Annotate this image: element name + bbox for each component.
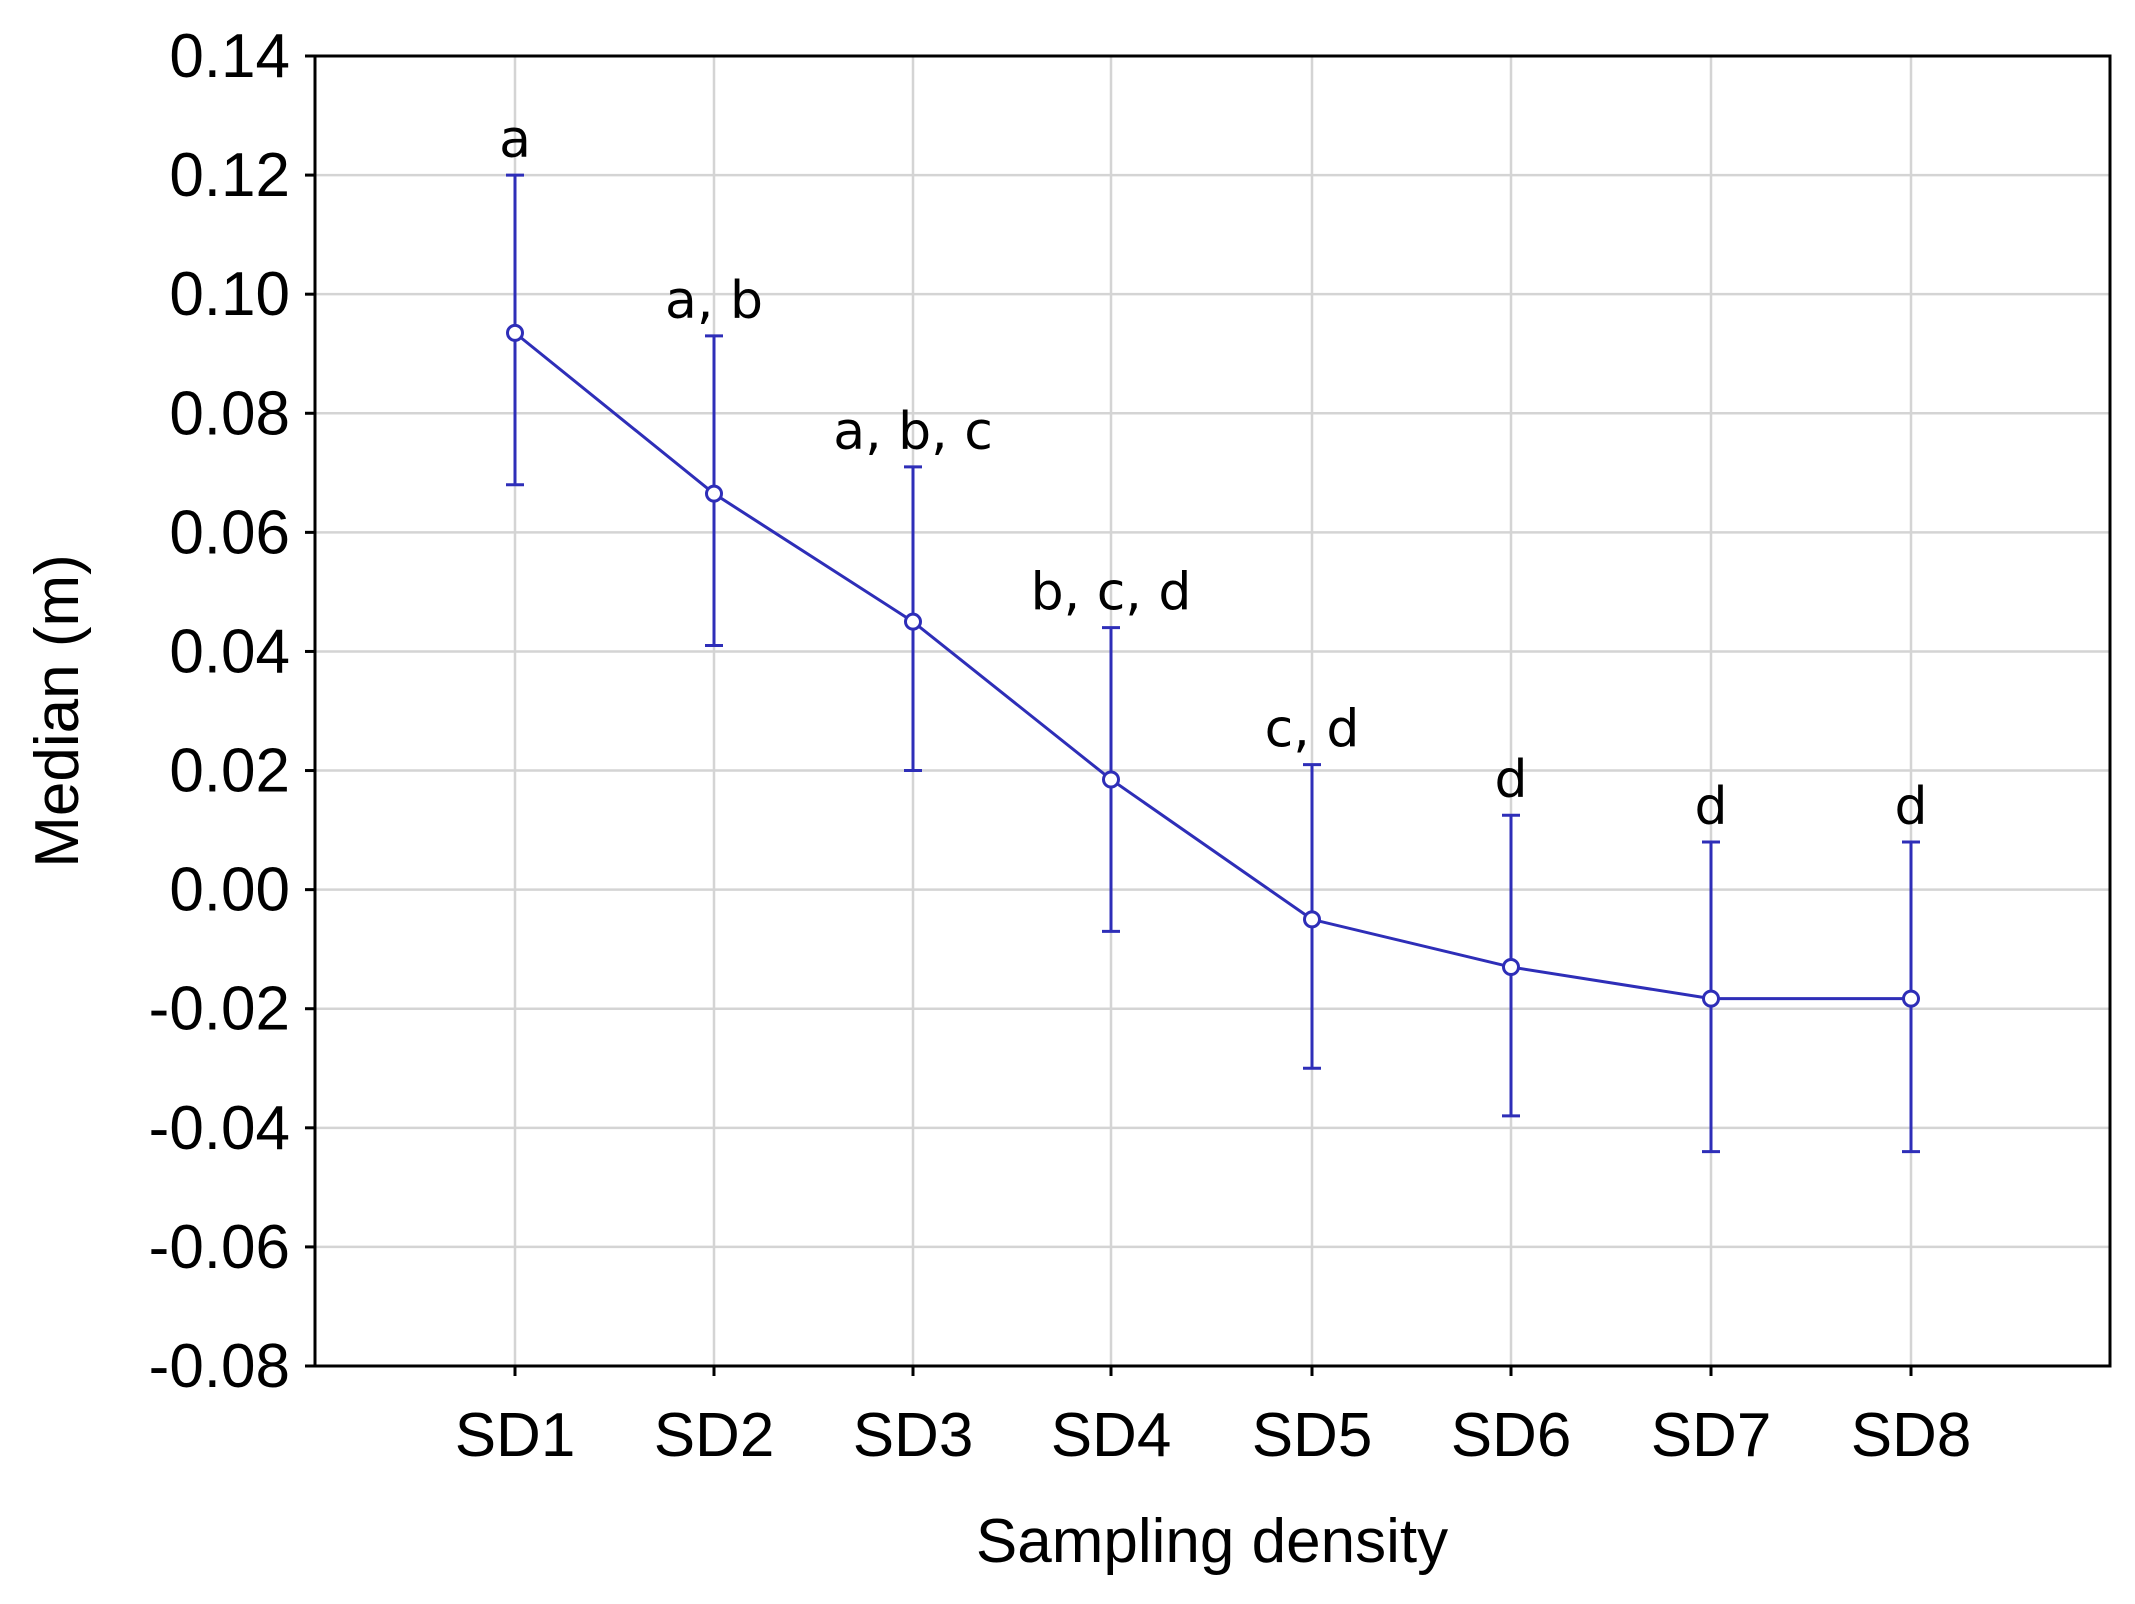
y-tick-label: -0.06: [149, 1213, 290, 1282]
x-axis-title: Sampling density: [976, 1507, 1448, 1576]
data-point: [1702, 989, 1720, 1008]
y-tick-label: 0.12: [169, 141, 290, 210]
y-tick-label: -0.02: [149, 975, 290, 1044]
significance-label: c, d: [1265, 700, 1360, 760]
y-tick-label: -0.08: [149, 1332, 290, 1401]
x-tick-label: SD6: [1451, 1401, 1572, 1470]
y-tick-label: 0.06: [169, 498, 290, 567]
y-tick-label: 0.04: [169, 617, 290, 686]
significance-label: d: [1894, 777, 1927, 837]
data-point: [1303, 910, 1321, 929]
y-tick-label: -0.04: [149, 1094, 290, 1163]
grid: [315, 56, 2110, 1366]
significance-label: a: [499, 110, 531, 170]
series-line: [514, 331, 1911, 1001]
data-point: [506, 323, 524, 342]
x-tick-label: SD1: [455, 1401, 576, 1470]
y-tick-label: 0.00: [169, 856, 290, 925]
y-tick-label: 0.08: [169, 379, 290, 448]
significance-label: d: [1694, 777, 1727, 837]
significance-label: a, b: [665, 271, 763, 331]
data-point: [1902, 989, 1920, 1008]
data-point: [705, 484, 723, 503]
data-point: [1102, 770, 1120, 789]
y-axis-title: Median (m): [23, 554, 92, 868]
axes: 0.14 0.12 0.10 0.08 0.06 0.04 0.02 0.00 -0.02 -0.…: [149, 22, 1972, 1470]
x-tick-label: SD8: [1851, 1401, 1972, 1470]
y-tick-label: 0.02: [169, 737, 290, 806]
data-point: [1502, 958, 1520, 977]
x-tick-label: SD2: [654, 1401, 775, 1470]
x-tick-label: SD4: [1051, 1401, 1172, 1470]
y-tick-label: 0.10: [169, 260, 290, 329]
x-tick-label: SD5: [1252, 1401, 1373, 1470]
significance-label: d: [1494, 750, 1527, 810]
x-tick-label: SD3: [853, 1401, 974, 1470]
y-tick-label: 0.14: [169, 22, 290, 91]
x-tick-label: SD7: [1651, 1401, 1772, 1470]
significance-label: b, c, d: [1031, 563, 1192, 623]
significance-label: a, b, c: [833, 402, 993, 462]
data-point: [904, 612, 922, 631]
data-series: a a, b a, b, c b, c, d c, d d d d: [499, 110, 1928, 1154]
plot-frame: [313, 54, 2112, 1368]
